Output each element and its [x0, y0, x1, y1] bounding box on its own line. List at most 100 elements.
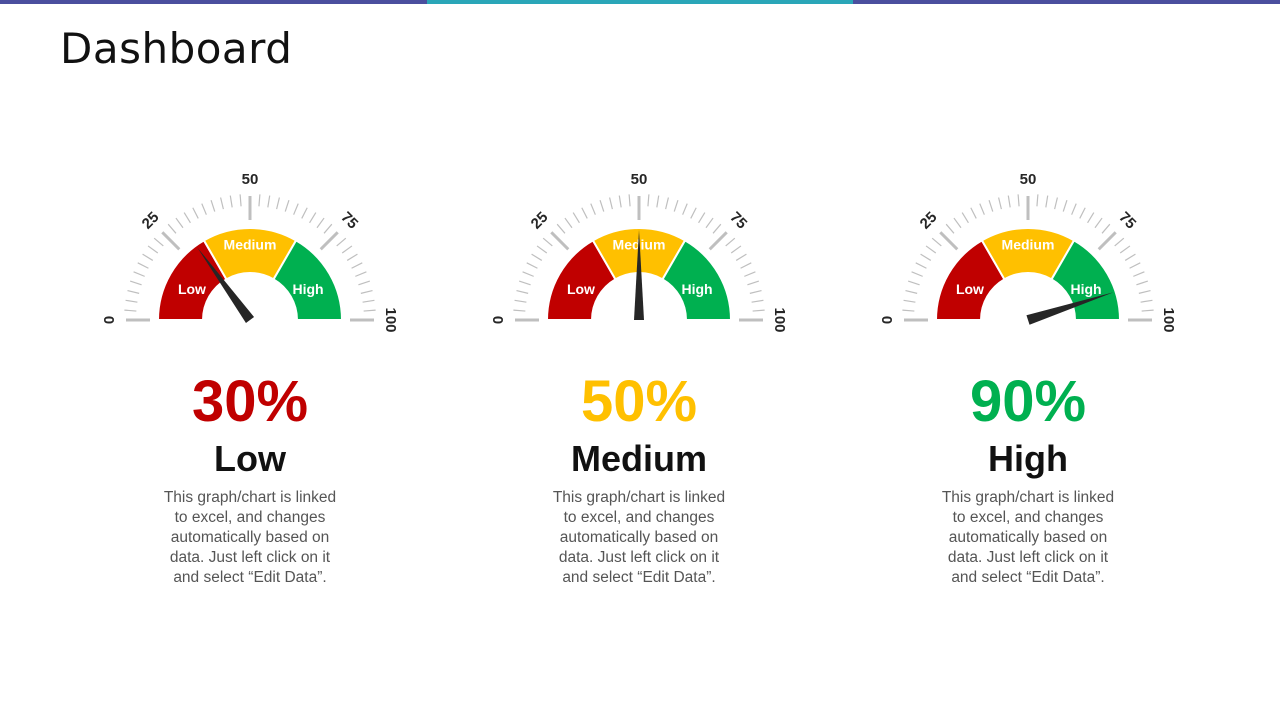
gauge-minor-tick [258, 194, 261, 207]
gauge-minor-tick [351, 262, 363, 269]
gauge-minor-tick [998, 197, 1002, 210]
gauge-minor-tick [712, 223, 722, 234]
gauge-tick-label: 25 [139, 209, 163, 233]
gauge-tick-label: 25 [528, 209, 552, 233]
gauge-needle [634, 230, 644, 320]
gauge-minor-tick [1007, 195, 1011, 208]
gauge-minor-tick [531, 253, 543, 261]
gauge-needle [197, 247, 255, 323]
gauge-minor-tick [1079, 207, 1086, 219]
gauge-minor-tick [358, 280, 371, 286]
gauge-minor-tick [907, 280, 920, 286]
gauge-minor-tick [301, 207, 308, 219]
gauge-description: This graph/chart is linked to excel, and… [552, 489, 726, 586]
gauge-panel-3[interactable]: Low Medium High 0 25 50 75 100 90% High This gr… [878, 150, 1178, 610]
gauge-description: This graph/chart is linked to excel, and… [163, 489, 337, 586]
accent-segment-1 [0, 0, 427, 4]
gauge-tick-label: 50 [631, 171, 648, 188]
gauge-minor-tick [744, 271, 756, 277]
gauge-minor-tick [133, 271, 145, 277]
page-title: Dashboard [60, 24, 293, 73]
gauge-major-tick [708, 231, 728, 251]
gauge-minor-tick [725, 237, 736, 247]
gauge-minor-tick [1054, 197, 1058, 210]
gauge-band-high [661, 239, 733, 321]
gauge-minor-tick [752, 309, 765, 312]
gauge-band-label: High [292, 281, 323, 297]
gauge-band-label: Low [956, 281, 984, 297]
gauge-minor-tick [363, 309, 376, 312]
gauge-minor-tick [137, 262, 149, 269]
gauge-minor-tick [1062, 199, 1068, 212]
gauge-minor-tick [903, 299, 916, 303]
gauge-minor-tick [362, 299, 375, 303]
gauge-minor-tick [953, 217, 962, 229]
gauge-tick-label: 0 [101, 316, 118, 324]
gauge-minor-tick [1101, 223, 1111, 234]
gauge-minor-tick [911, 271, 923, 277]
gauge-minor-tick [124, 309, 137, 312]
gauge-major-tick [319, 231, 339, 251]
gauge-minor-tick [201, 203, 207, 215]
gauge-minor-tick [1119, 245, 1131, 254]
gauge-minor-tick [988, 199, 994, 212]
gauge-minor-tick [920, 253, 932, 261]
gauge-description: This graph/chart is linked to excel, and… [941, 489, 1115, 586]
gauge-minor-tick [513, 309, 526, 312]
gauge-band-high [1050, 239, 1122, 321]
gauge-minor-tick [609, 197, 613, 210]
gauge-minor-tick [1140, 299, 1153, 303]
gauge-minor-tick [229, 195, 233, 208]
gauge-minor-tick [192, 207, 199, 219]
gauge-chart-1[interactable]: Low Medium High 0 25 50 75 100 [100, 150, 400, 350]
gauge-minor-tick [276, 197, 280, 210]
gauge-minor-tick [590, 203, 596, 215]
gauge-tick-label: 50 [242, 171, 259, 188]
gauge-minor-tick [518, 280, 531, 286]
gauge-minor-tick [970, 207, 977, 219]
gauge-minor-tick [572, 212, 580, 224]
gauge-value-label: 30% [191, 369, 309, 434]
gauge-minor-tick [665, 197, 669, 210]
gauge-minor-tick [309, 212, 317, 224]
gauge-chart-3[interactable]: Low Medium High 0 25 50 75 100 [878, 150, 1178, 350]
gauge-tick-label: 50 [1020, 171, 1037, 188]
gauge-tick-label: 100 [771, 307, 788, 332]
gauge-minor-tick [931, 237, 942, 247]
gauge-minor-tick [129, 280, 142, 286]
gauge-value-label: 90% [969, 369, 1087, 434]
gauge-minor-tick [175, 217, 184, 229]
gauge-minor-tick [220, 197, 224, 210]
gauge-minor-tick [341, 245, 353, 254]
gauge-tick-label: 75 [726, 209, 750, 233]
gauge-band-label: High [681, 281, 712, 297]
gauge-minor-tick [142, 253, 154, 261]
accent-segment-2 [426, 0, 854, 4]
gauge-minor-tick [125, 299, 138, 303]
gauge-minor-tick [323, 223, 333, 234]
gauge-minor-tick [514, 299, 527, 303]
gauge-minor-tick [183, 212, 191, 224]
gauge-minor-tick [1071, 203, 1077, 215]
gauge-minor-tick [749, 290, 762, 294]
gauge-minor-tick [316, 217, 325, 229]
gauge-minor-tick [293, 203, 299, 215]
gauge-panel-1[interactable]: Low Medium High 0 25 50 75 100 30% Low This gra… [100, 150, 400, 610]
gauge-needle [1026, 292, 1114, 325]
gauge-minor-tick [355, 271, 367, 277]
gauge-minor-tick [735, 253, 747, 261]
gauge-minor-tick [1136, 280, 1149, 286]
gauge-band-label: Medium [1002, 237, 1055, 253]
gauge-minor-tick [961, 212, 969, 224]
gauge-minor-tick [153, 237, 164, 247]
gauge-minor-tick [1017, 194, 1020, 207]
gauge-minor-tick [925, 245, 937, 254]
gauge-minor-tick [690, 207, 697, 219]
gauge-minor-tick [1114, 237, 1125, 247]
accent-segment-3 [853, 0, 1280, 4]
gauge-major-tick [939, 231, 959, 251]
gauge-major-tick [161, 231, 181, 251]
gauge-minor-tick [647, 194, 650, 207]
